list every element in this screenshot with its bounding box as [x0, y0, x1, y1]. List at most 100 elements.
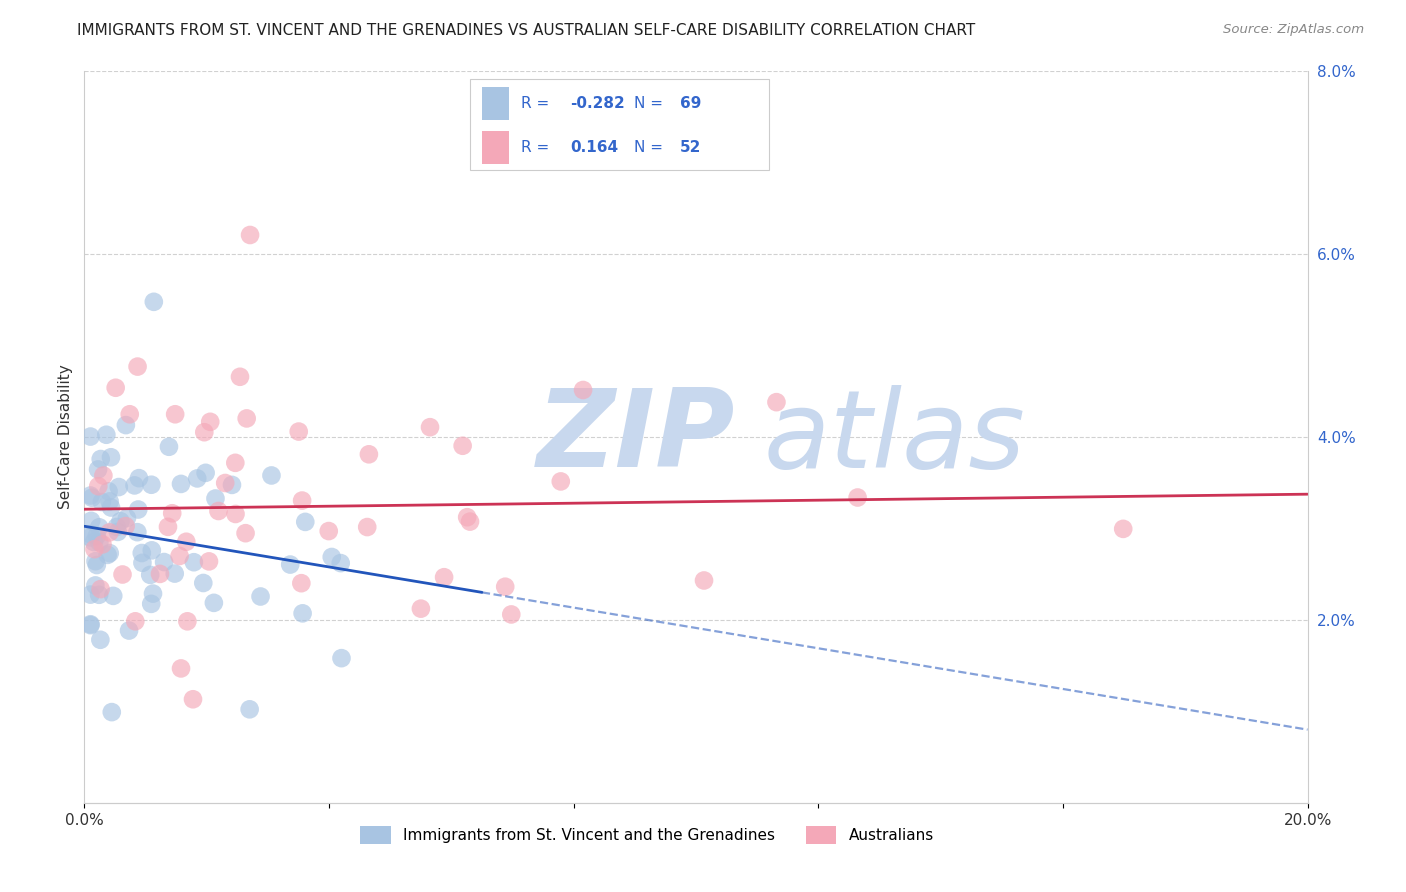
- Point: [87, 462, 110, 476]
- Point: [494, 580, 516, 594]
- Point: [572, 383, 595, 397]
- Point: [181, 692, 204, 706]
- Point: [204, 491, 226, 506]
- Point: [235, 411, 257, 425]
- Point: [100, 705, 122, 719]
- Point: [329, 556, 352, 570]
- Point: [79, 618, 101, 632]
- Text: Source: ZipAtlas.com: Source: ZipAtlas.com: [1223, 23, 1364, 37]
- Point: [84, 554, 107, 568]
- Point: [156, 520, 179, 534]
- Point: [91, 537, 114, 551]
- Point: [357, 447, 380, 461]
- Point: [110, 514, 132, 528]
- Legend: Immigrants from St. Vincent and the Grenadines, Australians: Immigrants from St. Vincent and the Gren…: [354, 820, 939, 850]
- Point: [176, 615, 198, 629]
- Point: [229, 369, 252, 384]
- Point: [96, 427, 118, 442]
- Point: [139, 567, 162, 582]
- Point: [97, 484, 120, 499]
- FancyBboxPatch shape: [482, 87, 509, 120]
- Point: [141, 543, 163, 558]
- Point: [86, 529, 108, 543]
- Point: [239, 702, 262, 716]
- Point: [127, 502, 149, 516]
- Text: -0.282: -0.282: [569, 96, 624, 112]
- Point: [330, 651, 353, 665]
- Point: [163, 566, 186, 581]
- Point: [239, 227, 262, 242]
- Point: [107, 480, 129, 494]
- Point: [157, 440, 180, 454]
- Point: [318, 524, 340, 538]
- Point: [846, 491, 869, 505]
- Point: [170, 661, 193, 675]
- Point: [221, 478, 243, 492]
- Point: [100, 500, 122, 515]
- Text: N =: N =: [634, 96, 668, 112]
- Text: R =: R =: [522, 140, 554, 155]
- Text: R =: R =: [522, 96, 554, 112]
- Point: [89, 535, 111, 549]
- Text: 0.164: 0.164: [569, 140, 619, 155]
- Point: [198, 554, 221, 568]
- Point: [214, 475, 236, 490]
- Point: [550, 475, 572, 489]
- Point: [87, 588, 110, 602]
- Point: [224, 456, 246, 470]
- Point: [90, 495, 112, 509]
- Text: 69: 69: [681, 96, 702, 112]
- Point: [93, 468, 115, 483]
- Point: [86, 558, 108, 572]
- Point: [115, 511, 138, 525]
- Point: [80, 514, 103, 528]
- Point: [193, 576, 215, 591]
- Point: [118, 407, 141, 421]
- Point: [141, 597, 163, 611]
- Point: [103, 589, 125, 603]
- Point: [1112, 522, 1135, 536]
- Point: [183, 555, 205, 569]
- Point: [194, 466, 217, 480]
- Text: IMMIGRANTS FROM ST. VINCENT AND THE GRENADINES VS AUSTRALIAN SELF-CARE DISABILIT: IMMIGRANTS FROM ST. VINCENT AND THE GREN…: [77, 23, 976, 38]
- Point: [451, 439, 474, 453]
- Point: [89, 632, 111, 647]
- Point: [153, 555, 176, 569]
- Point: [160, 506, 183, 520]
- Point: [693, 574, 716, 588]
- Point: [291, 607, 314, 621]
- Point: [131, 556, 153, 570]
- Point: [124, 615, 146, 629]
- Point: [321, 549, 343, 564]
- Point: [433, 570, 456, 584]
- Point: [356, 520, 378, 534]
- Text: ZIP: ZIP: [537, 384, 735, 490]
- Point: [83, 542, 105, 557]
- Point: [84, 578, 107, 592]
- Point: [165, 407, 187, 421]
- Point: [97, 548, 120, 562]
- Point: [80, 491, 103, 505]
- Point: [174, 534, 197, 549]
- Point: [79, 588, 101, 602]
- Point: [90, 452, 112, 467]
- Point: [105, 520, 128, 534]
- Point: [90, 582, 112, 596]
- Point: [260, 468, 283, 483]
- Point: [124, 478, 146, 492]
- Point: [111, 567, 134, 582]
- Point: [193, 425, 215, 440]
- Point: [294, 515, 316, 529]
- Y-axis label: Self-Care Disability: Self-Care Disability: [58, 365, 73, 509]
- Point: [225, 507, 247, 521]
- Point: [114, 519, 136, 533]
- Point: [409, 601, 432, 615]
- Point: [278, 558, 301, 572]
- Point: [235, 526, 257, 541]
- Point: [79, 617, 101, 632]
- Point: [98, 494, 121, 508]
- Point: [249, 590, 271, 604]
- Point: [79, 527, 101, 541]
- Point: [149, 566, 172, 581]
- Point: [98, 546, 121, 560]
